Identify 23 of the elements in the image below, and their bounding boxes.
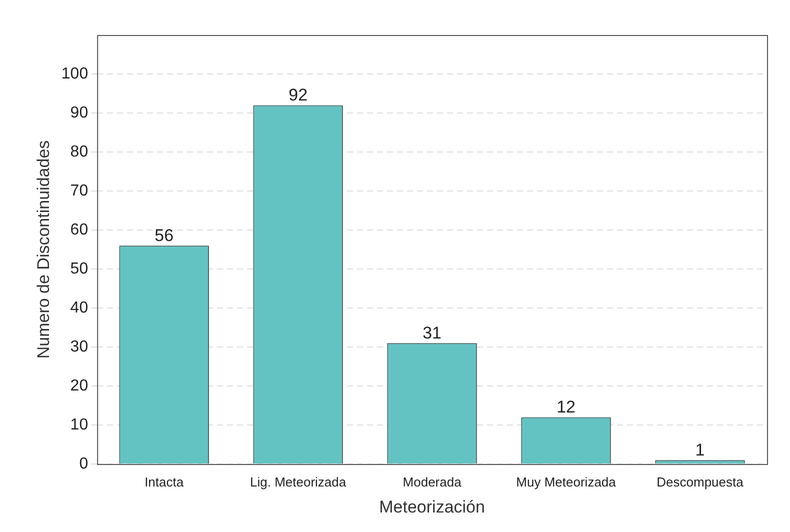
x-tick-label: Lig. Meteorizada xyxy=(250,474,347,490)
y-tick-label: 10 xyxy=(70,416,88,434)
data-label: 31 xyxy=(422,323,442,342)
y-tick-label: 0 xyxy=(79,455,88,472)
data-label: 12 xyxy=(556,397,576,416)
y-tick-label: 80 xyxy=(70,143,88,160)
y-tick-label: 60 xyxy=(70,221,88,238)
x-tick-label: Intacta xyxy=(144,474,184,490)
x-tick-label: Descompuesta xyxy=(656,474,744,490)
y-tick-label: 40 xyxy=(70,299,88,316)
x-tick-label: Moderada xyxy=(402,474,462,490)
x-axis-title: Meteorización xyxy=(379,497,485,516)
data-label: 92 xyxy=(288,85,308,104)
y-tick-label: 30 xyxy=(70,338,88,356)
data-label: 1 xyxy=(695,440,705,460)
y-tick-label: 20 xyxy=(70,377,88,394)
x-tick-label: Muy Meteorizada xyxy=(516,474,617,490)
y-tick-label: 70 xyxy=(70,182,88,200)
y-tick-label: 100 xyxy=(61,65,88,82)
data-label: 56 xyxy=(154,226,174,245)
y-tick-label: 90 xyxy=(70,104,88,122)
y-tick-label: 50 xyxy=(70,260,88,278)
y-axis-title: Numero de Discontinuidades xyxy=(34,140,53,359)
